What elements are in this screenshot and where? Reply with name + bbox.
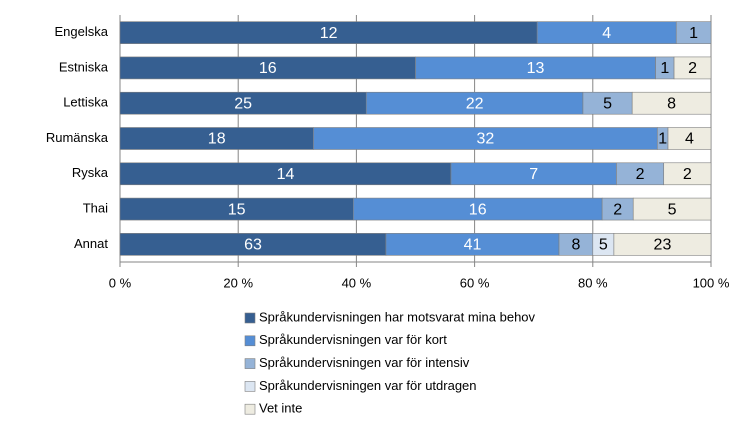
- legend-label: Språkundervisningen var för intensiv: [259, 355, 470, 370]
- value-label: 1: [689, 25, 698, 42]
- y-tick-label: Ryska: [72, 165, 109, 180]
- y-tick-label: Lettiska: [63, 95, 109, 110]
- value-label: 5: [668, 201, 677, 218]
- y-tick-label: Rumänska: [46, 130, 109, 145]
- legend-label: Språkundervisningen har motsvarat mina b…: [259, 309, 536, 324]
- value-label: 22: [466, 95, 484, 112]
- legend-swatch: [244, 312, 256, 324]
- value-label: 1: [658, 131, 667, 148]
- bar-segment: [673, 56, 712, 80]
- bar-segment: [613, 233, 712, 256]
- bar-segment: [632, 197, 712, 221]
- value-label: 25: [234, 95, 252, 112]
- value-label: 2: [688, 60, 697, 77]
- value-label: 18: [208, 131, 226, 148]
- value-label: 7: [529, 166, 538, 183]
- legend-label: Språkundervisningen var för kort: [259, 332, 447, 347]
- bar-segment: [675, 21, 712, 44]
- x-tick-label: 0 %: [109, 275, 132, 290]
- y-tick-label: Engelska: [55, 24, 109, 39]
- legend-label: Vet inte: [259, 401, 302, 416]
- value-label: 32: [476, 131, 494, 148]
- legend-swatch: [244, 403, 256, 415]
- value-label: 2: [636, 166, 645, 183]
- value-label: 8: [571, 237, 580, 254]
- x-tick-label: 40 %: [342, 275, 372, 290]
- value-label: 4: [602, 25, 611, 42]
- y-tick-label: Estniska: [59, 59, 109, 74]
- value-label: 63: [244, 237, 262, 254]
- bar-segment: [667, 127, 712, 150]
- value-label: 16: [259, 60, 277, 77]
- value-label: 2: [683, 166, 692, 183]
- y-tick-label: Annat: [74, 236, 108, 251]
- value-label: 8: [667, 95, 676, 112]
- y-tick-label: Thai: [83, 201, 108, 216]
- x-tick-label: 60 %: [460, 275, 490, 290]
- legend-swatch: [244, 381, 256, 392]
- value-label: 5: [603, 95, 612, 112]
- value-label: 1: [660, 60, 669, 77]
- x-tick-label: 20 %: [223, 275, 253, 290]
- value-label: 13: [527, 60, 545, 77]
- bar-segment: [631, 91, 712, 115]
- bar-segment: [663, 162, 712, 186]
- value-label: 2: [613, 201, 622, 218]
- legend-label: Språkundervisningen var för utdragen: [259, 378, 477, 393]
- value-label: 14: [277, 166, 295, 183]
- legend-swatch: [244, 335, 256, 347]
- value-label: 23: [654, 237, 672, 254]
- value-label: 16: [469, 201, 487, 218]
- value-label: 5: [599, 237, 608, 254]
- value-label: 12: [320, 25, 338, 42]
- x-tick-label: 80 %: [578, 275, 608, 290]
- x-tick-label: 100 %: [693, 275, 730, 290]
- value-label: 4: [685, 131, 694, 148]
- value-label: 41: [464, 237, 482, 254]
- legend-swatch: [244, 358, 256, 369]
- value-label: 15: [228, 201, 246, 218]
